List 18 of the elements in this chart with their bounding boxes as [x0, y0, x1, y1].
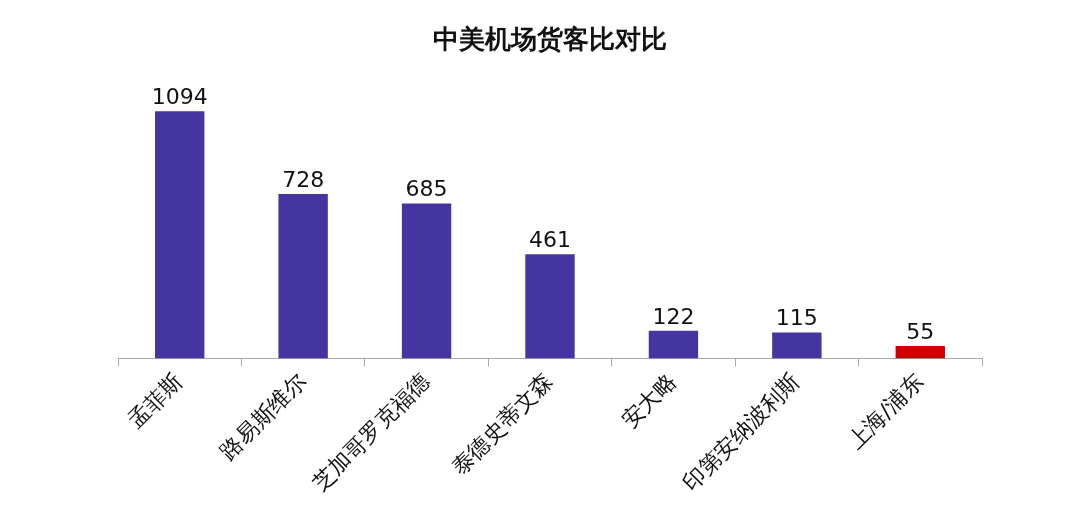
bar: [525, 254, 575, 359]
bar: [155, 111, 205, 359]
data-label: 1094: [151, 83, 208, 109]
x-tick-label: 上海/浦东: [842, 368, 928, 454]
data-label: 685: [405, 176, 448, 202]
x-tick-label: 孟菲斯: [122, 368, 188, 434]
bar: [648, 330, 699, 359]
bar: [278, 193, 328, 359]
data-label: 461: [529, 226, 571, 252]
data-label: 728: [282, 166, 325, 192]
bar: [401, 203, 452, 359]
chart-title: 中美机场货客比对比: [433, 24, 667, 55]
x-tick-label: 泰德史蒂文森: [446, 368, 558, 480]
data-label: 122: [652, 303, 695, 329]
bar: [772, 332, 822, 359]
data-label: 115: [775, 305, 818, 331]
data-label: 55: [906, 318, 935, 344]
bar: [895, 346, 945, 359]
